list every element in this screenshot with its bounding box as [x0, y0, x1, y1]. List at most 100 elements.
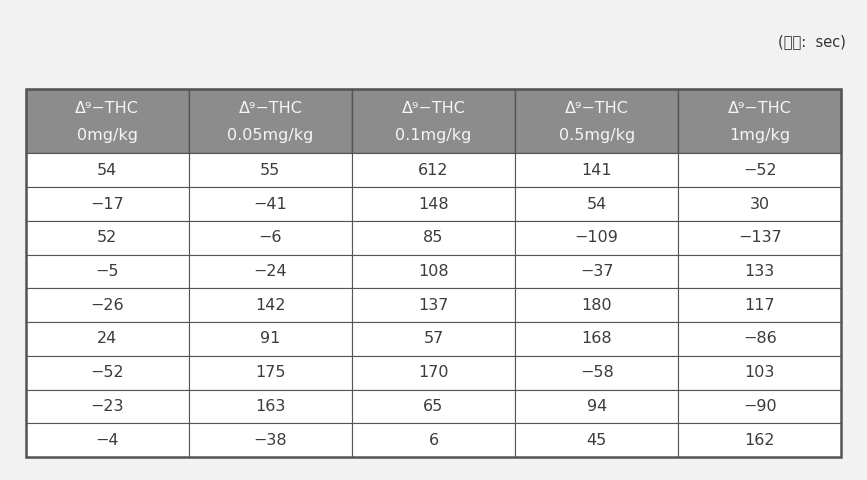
Bar: [26, 154, 189, 187]
Bar: [26, 221, 189, 254]
Bar: [678, 187, 841, 221]
Bar: [678, 288, 841, 322]
Bar: [189, 254, 352, 288]
Bar: [189, 389, 352, 423]
Bar: [515, 89, 678, 154]
Bar: [515, 221, 678, 254]
Bar: [678, 322, 841, 356]
Text: 1mg/kg: 1mg/kg: [729, 128, 791, 143]
Bar: [189, 288, 352, 322]
Text: −38: −38: [253, 432, 287, 448]
Bar: [189, 423, 352, 457]
Text: 180: 180: [582, 298, 612, 312]
Text: 24: 24: [97, 331, 117, 347]
Text: 148: 148: [418, 196, 449, 212]
Text: 141: 141: [582, 163, 612, 178]
Bar: [678, 154, 841, 187]
Text: −90: −90: [743, 399, 777, 414]
Text: 55: 55: [260, 163, 281, 178]
Text: −137: −137: [738, 230, 782, 245]
Text: 6: 6: [428, 432, 439, 448]
Text: −52: −52: [743, 163, 777, 178]
Text: 0.05mg/kg: 0.05mg/kg: [227, 128, 314, 143]
Bar: [515, 187, 678, 221]
Text: 117: 117: [745, 298, 775, 312]
Bar: [189, 154, 352, 187]
Text: Δ⁹−THC: Δ⁹−THC: [564, 101, 629, 116]
Text: −6: −6: [258, 230, 282, 245]
Text: −52: −52: [90, 365, 124, 380]
Bar: [678, 423, 841, 457]
Bar: [515, 288, 678, 322]
Bar: [26, 187, 189, 221]
Text: −4: −4: [95, 432, 119, 448]
Text: Δ⁹−THC: Δ⁹−THC: [75, 101, 139, 116]
Text: 168: 168: [582, 331, 612, 347]
Bar: [26, 322, 189, 356]
Text: −23: −23: [90, 399, 124, 414]
Text: 162: 162: [745, 432, 775, 448]
Text: −109: −109: [575, 230, 618, 245]
Bar: [515, 356, 678, 389]
Text: 45: 45: [586, 432, 607, 448]
Bar: [189, 221, 352, 254]
Bar: [515, 389, 678, 423]
Text: 133: 133: [745, 264, 775, 279]
Text: 57: 57: [423, 331, 444, 347]
Text: 103: 103: [745, 365, 775, 380]
Bar: [26, 89, 841, 457]
Text: −17: −17: [90, 196, 124, 212]
Bar: [352, 221, 515, 254]
Bar: [26, 423, 189, 457]
Bar: [678, 221, 841, 254]
Bar: [189, 187, 352, 221]
Bar: [678, 254, 841, 288]
Bar: [26, 356, 189, 389]
Text: 142: 142: [255, 298, 285, 312]
Bar: [352, 154, 515, 187]
Bar: [26, 288, 189, 322]
Text: −41: −41: [253, 196, 287, 212]
Text: Δ⁹−THC: Δ⁹−THC: [728, 101, 792, 116]
Bar: [678, 389, 841, 423]
Text: 163: 163: [255, 399, 285, 414]
Text: 30: 30: [750, 196, 770, 212]
Text: 175: 175: [255, 365, 285, 380]
Text: (단위:  sec): (단위: sec): [778, 34, 845, 49]
Text: 137: 137: [418, 298, 449, 312]
Bar: [352, 254, 515, 288]
Bar: [515, 423, 678, 457]
Text: −86: −86: [743, 331, 777, 347]
Text: Δ⁹−THC: Δ⁹−THC: [238, 101, 303, 116]
Bar: [678, 89, 841, 154]
Bar: [515, 322, 678, 356]
Bar: [352, 89, 515, 154]
Text: 612: 612: [418, 163, 449, 178]
Text: −37: −37: [580, 264, 613, 279]
Bar: [352, 288, 515, 322]
Text: 65: 65: [423, 399, 444, 414]
Bar: [26, 89, 189, 154]
Text: 108: 108: [418, 264, 449, 279]
Text: 54: 54: [586, 196, 607, 212]
Bar: [26, 254, 189, 288]
Text: −5: −5: [95, 264, 119, 279]
Bar: [189, 322, 352, 356]
Bar: [352, 356, 515, 389]
Text: −58: −58: [580, 365, 614, 380]
Text: Δ⁹−THC: Δ⁹−THC: [401, 101, 466, 116]
Bar: [515, 154, 678, 187]
Text: −26: −26: [90, 298, 124, 312]
Bar: [352, 389, 515, 423]
Text: −24: −24: [253, 264, 287, 279]
Text: 94: 94: [586, 399, 607, 414]
Bar: [352, 423, 515, 457]
Bar: [515, 254, 678, 288]
Text: 170: 170: [418, 365, 449, 380]
Bar: [189, 89, 352, 154]
Text: 0mg/kg: 0mg/kg: [76, 128, 138, 143]
Bar: [352, 187, 515, 221]
Bar: [678, 356, 841, 389]
Text: 52: 52: [97, 230, 117, 245]
Bar: [352, 322, 515, 356]
